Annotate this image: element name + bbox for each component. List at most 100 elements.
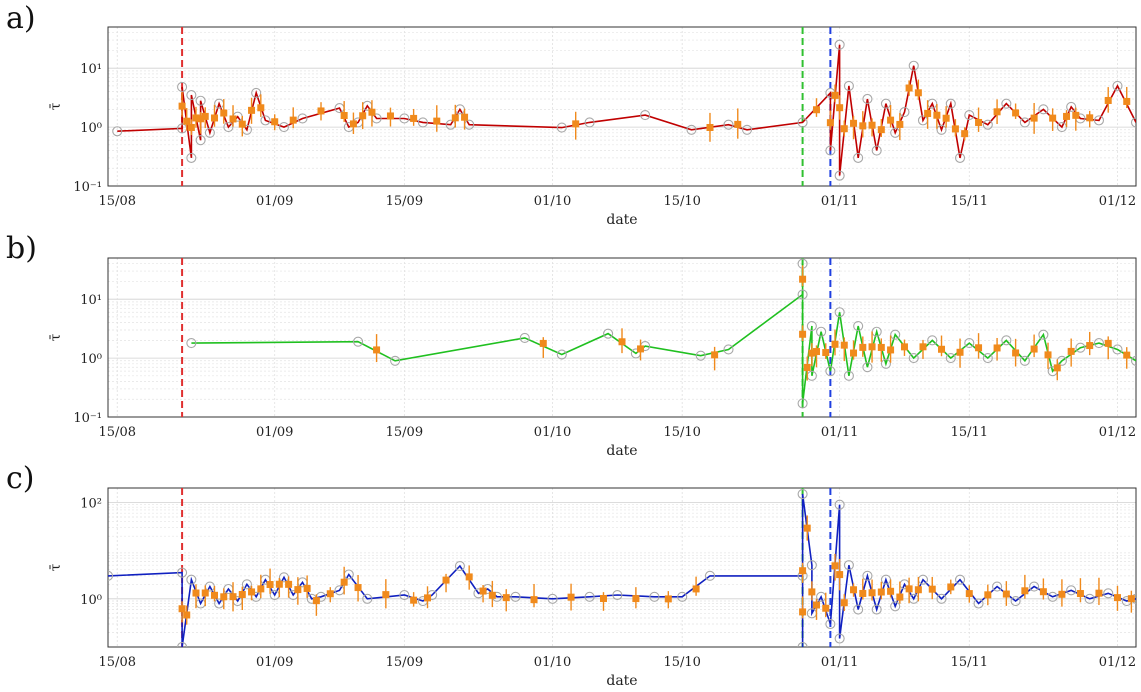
data-point bbox=[353, 336, 364, 347]
data-point bbox=[834, 499, 845, 510]
mean-marker bbox=[572, 120, 580, 128]
data-point bbox=[1029, 581, 1040, 592]
data-point bbox=[278, 122, 290, 133]
data-point bbox=[1001, 335, 1012, 346]
mean-marker bbox=[266, 581, 274, 589]
mean-marker bbox=[312, 597, 320, 605]
data-point bbox=[853, 152, 864, 163]
x-tick-label: 15/08 bbox=[99, 425, 136, 440]
x-tick-label: 15/09 bbox=[386, 194, 423, 209]
mean-marker bbox=[868, 589, 876, 597]
x-tick-label: 15/08 bbox=[99, 655, 136, 670]
mean-marker bbox=[1012, 109, 1020, 117]
x-tick-label: 01/12 bbox=[1099, 655, 1136, 670]
data-point bbox=[816, 326, 827, 337]
data-point bbox=[908, 60, 919, 71]
mean-marker bbox=[840, 341, 848, 349]
data-point bbox=[1093, 115, 1105, 126]
data-point bbox=[806, 320, 817, 332]
mean-marker bbox=[192, 114, 200, 122]
data-point bbox=[556, 122, 567, 133]
mean-marker bbox=[1086, 114, 1094, 122]
mean-marker bbox=[961, 130, 969, 138]
panel-label: a) bbox=[6, 1, 36, 36]
mean-marker bbox=[1067, 347, 1075, 355]
mean-marker bbox=[850, 586, 858, 594]
mean-marker bbox=[220, 593, 228, 601]
mean-marker bbox=[887, 587, 895, 595]
mean-marker bbox=[984, 591, 992, 599]
mean-marker bbox=[836, 571, 844, 579]
series-line bbox=[191, 263, 1136, 404]
data-point bbox=[797, 641, 808, 647]
data-point bbox=[603, 328, 614, 339]
mean-marker bbox=[993, 344, 1001, 352]
x-tick-label: 15/09 bbox=[386, 655, 423, 670]
data-point bbox=[612, 589, 623, 601]
mean-marker bbox=[850, 119, 858, 127]
mean-marker bbox=[229, 115, 237, 123]
mean-marker bbox=[808, 349, 816, 357]
data-point bbox=[797, 289, 808, 300]
mean-marker bbox=[317, 107, 325, 115]
mean-marker bbox=[442, 576, 450, 584]
mean-marker bbox=[951, 125, 959, 133]
data-point bbox=[1084, 593, 1095, 604]
mean-marker bbox=[942, 114, 950, 122]
mean-marker bbox=[799, 275, 807, 283]
axes-frame bbox=[107, 257, 1137, 418]
data-point bbox=[899, 107, 910, 118]
data-point bbox=[108, 570, 114, 581]
mean-marker bbox=[947, 583, 955, 591]
data-point bbox=[806, 560, 817, 571]
data-point bbox=[825, 366, 836, 377]
x-tick-label: 01/09 bbox=[256, 194, 293, 209]
y-tick-label: 10⁻¹ bbox=[73, 411, 102, 426]
data-point bbox=[853, 604, 864, 615]
mean-marker bbox=[220, 109, 228, 117]
x-tick-label: 01/12 bbox=[1099, 425, 1136, 440]
mean-marker bbox=[285, 580, 293, 588]
mean-marker bbox=[956, 348, 964, 356]
plot-area bbox=[112, 27, 1136, 186]
data-point bbox=[1112, 80, 1123, 91]
data-point bbox=[890, 601, 901, 612]
mean-marker bbox=[799, 330, 807, 338]
mean-marker bbox=[711, 351, 719, 359]
data-point bbox=[936, 593, 947, 604]
axes-frame bbox=[107, 487, 1137, 648]
mean-marker bbox=[799, 567, 807, 575]
mean-marker bbox=[386, 112, 394, 120]
y-axis-label: τ̄ bbox=[48, 102, 64, 110]
y-tick-label: 10⁰ bbox=[80, 352, 102, 367]
mean-marker bbox=[340, 578, 348, 586]
mean-marker bbox=[248, 588, 256, 596]
data-point bbox=[704, 570, 716, 581]
x-tick-label: 01/11 bbox=[821, 425, 858, 440]
data-point bbox=[454, 560, 465, 572]
mean-marker bbox=[183, 611, 191, 619]
data-point bbox=[1112, 344, 1123, 355]
mean-marker bbox=[938, 345, 946, 353]
mean-marker bbox=[410, 596, 418, 604]
mean-marker bbox=[692, 585, 700, 593]
data-point bbox=[834, 307, 845, 318]
data-point bbox=[964, 110, 975, 121]
data-point bbox=[843, 560, 854, 571]
data-point bbox=[177, 567, 188, 578]
mean-marker bbox=[197, 115, 205, 123]
data-point bbox=[945, 353, 956, 364]
mean-marker bbox=[178, 102, 186, 110]
mean-marker bbox=[303, 584, 311, 592]
data-point bbox=[177, 641, 188, 647]
mean-marker bbox=[924, 110, 932, 118]
data-point bbox=[843, 80, 854, 91]
data-point bbox=[186, 89, 197, 101]
data-point bbox=[1019, 355, 1030, 366]
mean-marker bbox=[275, 580, 283, 588]
mean-marker bbox=[803, 363, 811, 371]
mean-marker bbox=[1044, 351, 1052, 359]
data-point bbox=[1075, 342, 1086, 353]
data-point bbox=[390, 355, 401, 366]
mean-marker bbox=[1049, 114, 1057, 122]
